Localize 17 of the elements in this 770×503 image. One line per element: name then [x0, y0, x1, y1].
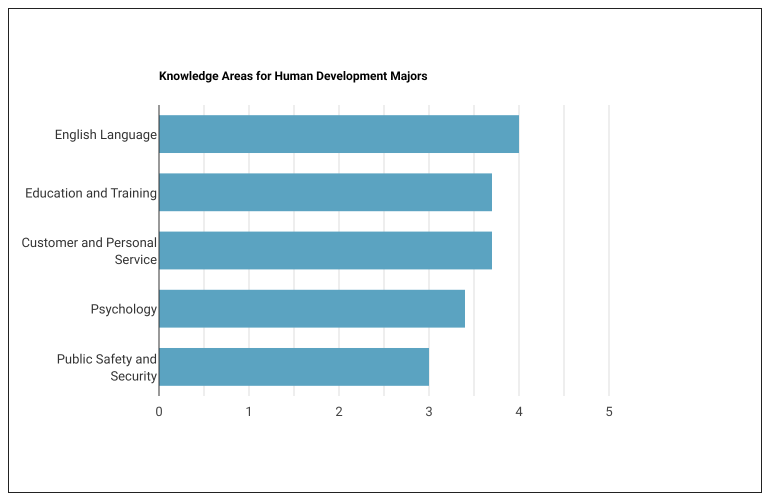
x-tick-label: 4 [515, 405, 524, 420]
x-tick-label: 1 [245, 405, 253, 420]
x-tick-label: 3 [425, 405, 433, 420]
y-tick-label: Education and Training [25, 186, 157, 202]
bar [159, 348, 429, 386]
y-tick-label: English Language [54, 128, 158, 144]
x-tick-label: 5 [605, 405, 613, 420]
bar [159, 290, 465, 328]
y-tick-label: Psychology [90, 302, 157, 318]
y-tick-label: Public Safety and Security [56, 352, 157, 384]
y-tick-label: Customer and Personal Service [21, 236, 158, 268]
chart-title: Knowledge Areas for Human Development Majors [159, 69, 428, 83]
bar [159, 232, 492, 270]
bar [159, 115, 519, 154]
x-tick-label: 2 [335, 405, 343, 420]
bar [159, 173, 492, 212]
x-tick-label: 0 [155, 405, 163, 420]
